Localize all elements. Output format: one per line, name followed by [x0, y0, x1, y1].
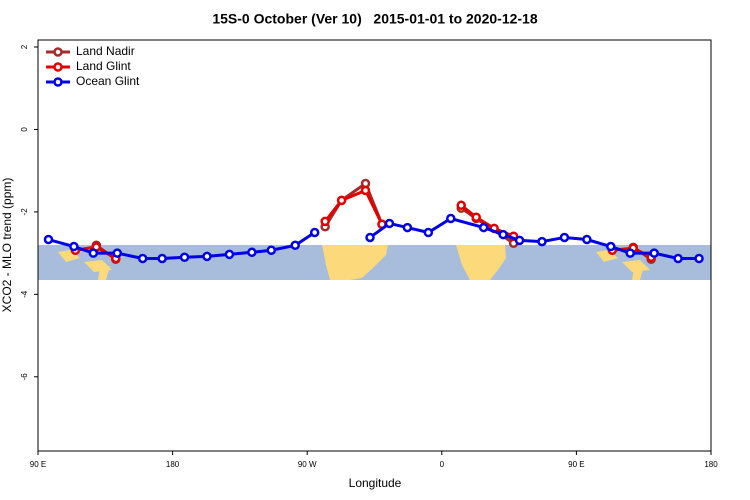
point — [179, 252, 190, 262]
x-tick-label: 90 E — [30, 460, 46, 469]
point — [478, 222, 489, 233]
point — [625, 248, 635, 258]
point — [423, 227, 434, 238]
legend-marker — [53, 77, 63, 87]
point — [157, 253, 167, 264]
point — [498, 229, 508, 240]
point — [309, 227, 320, 238]
map-strip — [38, 245, 711, 280]
point — [402, 222, 413, 233]
point — [673, 253, 683, 264]
y-axis-label: XCO2 - MLO trend (ppm) — [0, 178, 14, 313]
point — [694, 253, 704, 264]
point — [202, 251, 212, 262]
point — [290, 240, 300, 251]
legend-label: Ocean Glint — [76, 74, 140, 88]
point — [456, 200, 466, 211]
y-tick-label: -6 — [20, 373, 29, 381]
point — [69, 241, 79, 252]
point — [247, 247, 257, 258]
point — [365, 232, 375, 243]
point — [320, 216, 330, 227]
point — [336, 195, 347, 206]
point — [537, 236, 547, 247]
x-axis-label: Longitude — [349, 476, 402, 490]
point — [360, 185, 371, 196]
point — [559, 232, 570, 243]
point — [446, 213, 456, 224]
point — [649, 248, 659, 258]
point — [88, 248, 99, 258]
y-tick-label: 0 — [20, 127, 29, 132]
legend-label: Land Glint — [76, 59, 131, 73]
legend-label: Land Nadir — [76, 44, 135, 58]
y-tick-label: -4 — [20, 290, 29, 298]
point — [582, 234, 592, 245]
point — [471, 212, 481, 223]
point — [224, 249, 235, 260]
x-tick-label: 90 E — [568, 460, 584, 469]
legend-marker — [53, 62, 63, 72]
x-tick-label: 0 — [440, 460, 445, 469]
chart-title: 15S-0 October (Ver 10) 2015-01-01 to 202… — [212, 11, 538, 27]
legend-marker — [53, 47, 63, 57]
point — [266, 245, 277, 255]
point — [514, 235, 525, 246]
x-tick-label: 180 — [704, 460, 718, 469]
point — [384, 218, 395, 229]
point — [137, 253, 148, 264]
point — [606, 241, 616, 252]
plot-frame — [37, 39, 712, 452]
point — [112, 248, 123, 258]
y-tick-label: 2 — [20, 44, 29, 49]
point — [43, 234, 54, 245]
y-tick-label: -2 — [20, 208, 29, 216]
x-tick-label: 180 — [166, 460, 180, 469]
x-tick-label: 90 W — [298, 460, 317, 469]
